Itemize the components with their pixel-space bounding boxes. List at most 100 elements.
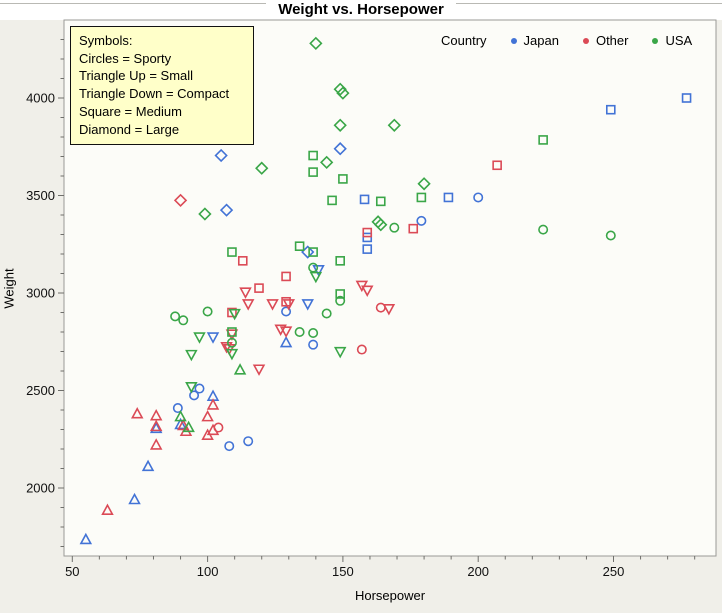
data-point[interactable] [416, 192, 427, 203]
data-point[interactable] [243, 436, 254, 447]
data-point[interactable] [141, 459, 155, 472]
data-point[interactable] [178, 315, 189, 326]
data-point[interactable] [361, 285, 374, 297]
data-point[interactable] [301, 245, 315, 259]
data-point[interactable] [227, 327, 237, 337]
data-point[interactable] [335, 256, 345, 266]
data-point[interactable] [338, 174, 348, 184]
data-point[interactable] [387, 118, 401, 132]
data-point[interactable] [172, 403, 183, 414]
data-point[interactable] [174, 409, 187, 422]
data-point[interactable] [130, 407, 144, 419]
data-point[interactable] [333, 142, 347, 156]
data-point[interactable] [266, 299, 279, 311]
data-point[interactable] [301, 299, 314, 311]
data-point[interactable] [382, 303, 396, 316]
data-point[interactable] [237, 256, 248, 266]
data-point[interactable] [225, 329, 239, 341]
data-point[interactable] [176, 418, 190, 431]
data-point[interactable] [538, 135, 548, 145]
data-point[interactable] [101, 503, 114, 516]
data-point[interactable] [375, 196, 386, 207]
data-point[interactable] [309, 36, 323, 51]
data-point[interactable] [149, 438, 163, 450]
data-point[interactable] [281, 271, 291, 282]
data-point[interactable] [308, 339, 319, 350]
data-point[interactable] [309, 271, 323, 284]
data-point[interactable] [359, 194, 370, 205]
legend-entry-japan[interactable]: Japan [510, 33, 559, 48]
data-point[interactable] [327, 195, 337, 206]
data-point[interactable] [201, 428, 214, 440]
data-point[interactable] [308, 167, 318, 177]
data-point[interactable] [308, 327, 319, 338]
data-point[interactable] [443, 192, 454, 203]
data-point[interactable] [219, 203, 234, 217]
data-point[interactable] [362, 244, 373, 254]
data-point[interactable] [279, 335, 293, 348]
data-point[interactable] [174, 417, 187, 430]
data-point[interactable] [308, 150, 318, 161]
data-point[interactable] [282, 299, 296, 311]
data-point[interactable] [201, 409, 214, 422]
data-point[interactable] [356, 344, 367, 355]
data-point[interactable] [374, 218, 388, 232]
data-point[interactable] [149, 408, 163, 421]
legend-entry-usa[interactable]: USA [652, 33, 692, 48]
data-point[interactable] [206, 332, 220, 344]
data-point[interactable] [79, 532, 93, 545]
data-point[interactable] [333, 118, 347, 132]
data-point[interactable] [294, 241, 305, 251]
data-point[interactable] [605, 230, 616, 241]
data-point[interactable] [416, 215, 427, 226]
data-point[interactable] [220, 342, 233, 354]
data-point[interactable] [281, 306, 292, 317]
data-point[interactable] [185, 349, 198, 362]
data-point[interactable] [128, 492, 141, 505]
data-point[interactable] [408, 223, 419, 234]
data-point[interactable] [170, 311, 181, 322]
data-point[interactable] [321, 308, 332, 319]
data-point[interactable] [281, 296, 291, 307]
data-point[interactable] [389, 222, 400, 233]
data-point[interactable] [336, 86, 350, 100]
data-point[interactable] [189, 390, 200, 401]
data-point[interactable] [417, 177, 431, 191]
data-point[interactable] [185, 381, 198, 394]
data-point[interactable] [198, 207, 212, 221]
data-point[interactable] [308, 247, 318, 257]
data-point[interactable] [206, 398, 220, 410]
data-point[interactable] [233, 363, 247, 375]
legend-entry-other[interactable]: Other [582, 33, 628, 48]
data-point[interactable] [227, 307, 237, 318]
data-point[interactable] [254, 283, 264, 293]
data-point[interactable] [206, 423, 220, 436]
data-point[interactable] [182, 420, 195, 433]
data-point[interactable] [224, 441, 235, 452]
data-point[interactable] [149, 421, 163, 434]
data-point[interactable] [335, 295, 346, 306]
data-point[interactable] [362, 232, 373, 243]
data-point[interactable] [227, 247, 237, 257]
data-point[interactable] [333, 346, 347, 359]
data-point[interactable] [194, 383, 205, 394]
data-point[interactable] [255, 161, 269, 175]
data-point[interactable] [225, 348, 239, 361]
data-point[interactable] [241, 299, 255, 311]
data-point[interactable] [538, 224, 549, 235]
data-point[interactable] [335, 289, 345, 299]
data-point[interactable] [173, 193, 188, 208]
data-point[interactable] [320, 155, 334, 169]
data-point[interactable] [294, 326, 305, 337]
data-point[interactable] [228, 308, 241, 321]
data-point[interactable] [681, 93, 692, 103]
data-point[interactable] [362, 227, 373, 238]
data-point[interactable] [239, 287, 252, 299]
data-point[interactable] [226, 337, 237, 348]
data-point[interactable] [202, 306, 213, 317]
data-point[interactable] [214, 148, 228, 163]
data-point[interactable] [252, 364, 266, 376]
data-point[interactable] [193, 332, 206, 344]
data-point[interactable] [605, 104, 616, 115]
data-point[interactable] [149, 419, 163, 432]
